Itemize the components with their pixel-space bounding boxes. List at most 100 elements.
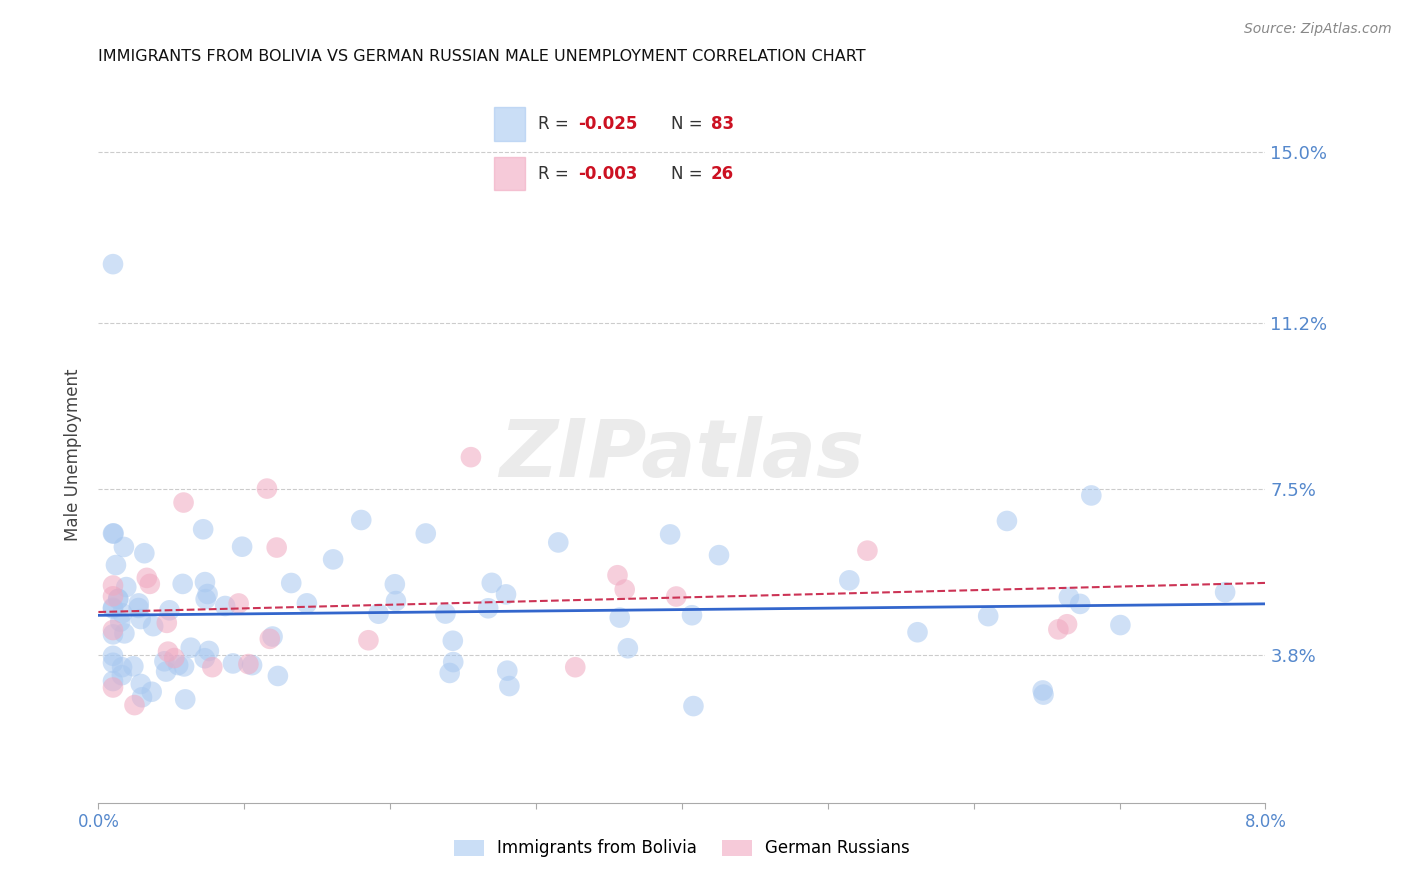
Point <box>101 590 124 604</box>
Point <box>222 657 245 671</box>
Point <box>101 648 124 663</box>
Point <box>613 582 636 597</box>
Point <box>1056 617 1078 632</box>
Point <box>259 632 281 646</box>
Point <box>295 596 318 610</box>
Point <box>101 623 124 637</box>
Point <box>367 607 389 621</box>
Point <box>838 574 860 588</box>
Point <box>101 656 124 670</box>
Point <box>907 625 929 640</box>
Point <box>135 571 157 585</box>
Point <box>322 552 344 566</box>
Point <box>1069 597 1091 611</box>
Point <box>228 597 250 611</box>
Point <box>256 482 278 496</box>
Point <box>112 540 135 554</box>
Point <box>357 633 380 648</box>
Point <box>564 660 586 674</box>
Point <box>1213 585 1236 599</box>
Point <box>101 526 124 541</box>
Point <box>111 606 134 620</box>
Point <box>101 257 124 271</box>
Point <box>122 659 145 673</box>
Text: -0.003: -0.003 <box>578 164 637 183</box>
Point <box>547 535 569 549</box>
FancyBboxPatch shape <box>495 157 526 190</box>
Point <box>856 543 879 558</box>
Point <box>707 548 730 562</box>
Point <box>441 633 464 648</box>
Point <box>134 546 156 560</box>
Point <box>174 692 197 706</box>
FancyBboxPatch shape <box>495 107 526 141</box>
Point <box>124 698 146 712</box>
Point <box>194 575 217 590</box>
Point <box>110 615 132 629</box>
Point <box>1032 688 1054 702</box>
Point <box>238 657 260 671</box>
Point <box>156 645 179 659</box>
Point <box>104 558 127 572</box>
Point <box>385 594 408 608</box>
Point <box>103 526 125 541</box>
Point <box>659 527 682 541</box>
Point <box>115 580 138 594</box>
Point <box>155 665 177 679</box>
Point <box>977 609 1000 624</box>
Point <box>498 679 520 693</box>
Point <box>214 599 236 613</box>
Point <box>1047 623 1070 637</box>
Point <box>460 450 482 465</box>
Point <box>262 630 284 644</box>
Point <box>191 522 214 536</box>
Point <box>111 668 134 682</box>
Point <box>606 568 628 582</box>
Point <box>477 601 499 615</box>
Point <box>266 541 288 555</box>
Point <box>609 610 631 624</box>
Text: IMMIGRANTS FROM BOLIVIA VS GERMAN RUSSIAN MALE UNEMPLOYMENT CORRELATION CHART: IMMIGRANTS FROM BOLIVIA VS GERMAN RUSSIA… <box>98 49 866 64</box>
Point <box>128 596 150 610</box>
Point <box>617 641 640 656</box>
Point <box>139 577 162 591</box>
Text: -0.025: -0.025 <box>578 115 637 133</box>
Point <box>194 592 217 607</box>
Point <box>101 627 124 641</box>
Point <box>439 665 461 680</box>
Point <box>1080 488 1102 502</box>
Point <box>101 578 124 592</box>
Point <box>131 690 153 705</box>
Point <box>111 660 134 674</box>
Point <box>153 654 176 668</box>
Text: N =: N = <box>671 164 707 183</box>
Point <box>129 612 152 626</box>
Point <box>194 651 217 665</box>
Text: N =: N = <box>671 115 707 133</box>
Point <box>267 669 290 683</box>
Point <box>159 603 181 617</box>
Point <box>1057 590 1080 604</box>
Point <box>172 577 194 591</box>
Point <box>101 600 124 615</box>
Point <box>495 587 517 601</box>
Point <box>415 526 437 541</box>
Legend: Immigrants from Bolivia, German Russians: Immigrants from Bolivia, German Russians <box>447 833 917 864</box>
Point <box>1109 618 1132 632</box>
Point <box>682 699 704 714</box>
Point <box>163 651 186 665</box>
Point <box>156 615 179 630</box>
Text: R =: R = <box>537 164 574 183</box>
Point <box>441 655 464 669</box>
Point <box>1032 683 1054 698</box>
Point <box>198 644 221 658</box>
Point <box>142 619 165 633</box>
Point <box>180 640 202 655</box>
Text: Source: ZipAtlas.com: Source: ZipAtlas.com <box>1244 22 1392 37</box>
Point <box>280 576 302 591</box>
Point <box>231 540 253 554</box>
Point <box>240 658 263 673</box>
Point <box>107 591 129 606</box>
Point <box>384 577 406 591</box>
Point <box>995 514 1018 528</box>
